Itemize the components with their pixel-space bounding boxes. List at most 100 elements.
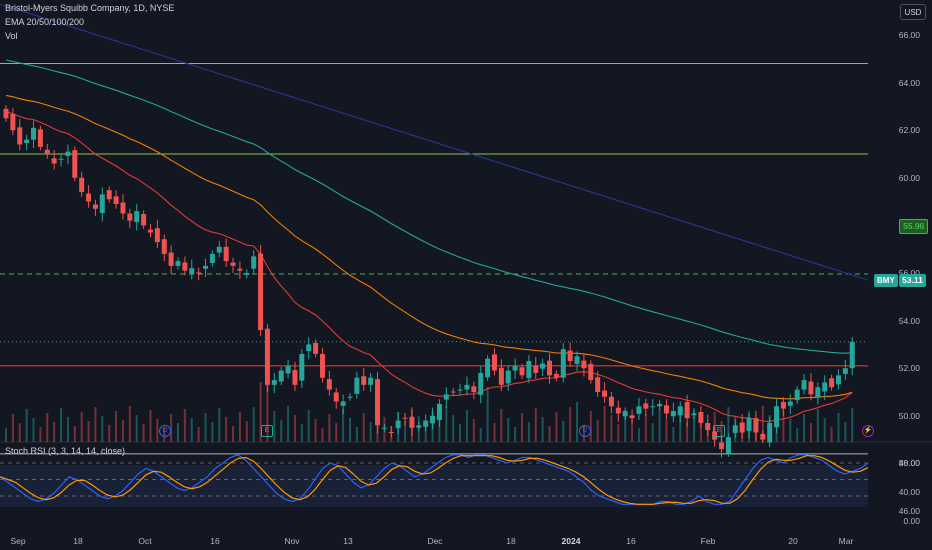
volume-bar [11, 414, 14, 442]
currency-button[interactable]: USD [900, 4, 926, 20]
volume-bar [204, 413, 207, 442]
volume-bar [218, 408, 221, 442]
volume-bar [672, 427, 675, 442]
volume-bar [287, 406, 290, 442]
candle-body [175, 261, 181, 266]
volume-bar [108, 425, 111, 442]
candle-body [485, 358, 491, 378]
candle-body [780, 401, 786, 409]
volume-bar [87, 421, 90, 442]
stoch-band-fill [0, 465, 868, 507]
candle-body [588, 363, 594, 381]
ema100-line [5, 59, 853, 354]
time-axis-label: 2024 [561, 536, 581, 546]
volume-bar [720, 421, 723, 442]
volume-bar [321, 428, 324, 442]
last-price-tag: 53.11 [899, 274, 926, 287]
candle-body [416, 425, 422, 428]
candle-body [189, 268, 195, 274]
candle-body [106, 190, 112, 200]
volume-bar [816, 409, 819, 442]
time-axis-label: 16 [626, 536, 636, 546]
candle-body [134, 211, 140, 223]
candle-body [815, 387, 821, 398]
candle-body [533, 365, 539, 373]
candle-body [615, 407, 621, 414]
candle-body [113, 196, 119, 204]
candle-body [450, 391, 456, 393]
volume-bar [300, 424, 303, 442]
volume-bar [796, 428, 799, 442]
ema-indicator-label[interactable]: EMA 20/50/100/200 [5, 17, 85, 27]
candle-body [196, 272, 202, 274]
candle-body [471, 386, 477, 392]
volume-bar [459, 424, 462, 442]
candle-body [842, 368, 848, 374]
candle-body [58, 158, 64, 160]
volume-bar [699, 417, 702, 442]
volume-bar [596, 420, 599, 442]
candle-body [822, 382, 828, 392]
price-axis-label: 64.00 [898, 77, 920, 88]
earnings-event-icon[interactable]: E [713, 425, 725, 437]
candle-body [540, 363, 546, 369]
price-axis-label: 60.00 [898, 172, 920, 183]
earnings-event-icon[interactable]: E [261, 425, 273, 437]
volume-bar [328, 414, 331, 442]
candle-body [602, 390, 608, 397]
volume-bar [238, 412, 241, 442]
volume-bar [452, 415, 455, 442]
time-axis-label: Oct [138, 536, 152, 546]
time-axis-label: Dec [427, 536, 443, 546]
candle-body [147, 229, 153, 233]
candle-body [808, 381, 814, 395]
time-axis-label: Feb [700, 536, 716, 546]
candle-body [629, 415, 635, 419]
volume-bar [548, 426, 551, 442]
candle-body [313, 342, 319, 354]
dividend-event-icon[interactable]: D [579, 425, 591, 437]
volume-bar [273, 411, 276, 442]
candle-body [595, 377, 601, 392]
candle-body [732, 425, 738, 433]
volume-bar [789, 419, 792, 442]
volume-bar [465, 410, 468, 442]
price-axis-label: 66.00 [898, 30, 920, 40]
volume-bar [128, 406, 131, 442]
dividend-event-icon[interactable]: D [159, 425, 171, 437]
volume-bar [342, 409, 345, 442]
volume-bar [589, 411, 592, 442]
volume-bar [803, 414, 806, 442]
stoch-rsi-label[interactable]: Stoch RSI (3, 3, 14, 14, close) [5, 446, 126, 456]
volume-bar [18, 423, 21, 442]
volume-bar [314, 419, 317, 442]
candle-body [498, 367, 504, 385]
candle-body [92, 204, 98, 209]
ema50-line [5, 94, 853, 400]
candle-body [430, 415, 436, 424]
candle-body [746, 418, 752, 432]
split-event-icon[interactable]: ⚡ [862, 425, 874, 437]
candle-body [519, 367, 525, 376]
candle-body [278, 370, 284, 382]
volume-bar [53, 422, 56, 442]
time-axis-label: 16 [210, 536, 220, 546]
volume-bar [266, 362, 269, 442]
candle-body [264, 328, 270, 385]
candle-body [698, 411, 704, 423]
volume-indicator-label[interactable]: Vol [5, 31, 18, 41]
candle-body [691, 413, 697, 416]
candle-body [79, 177, 85, 193]
volume-bar [658, 409, 661, 442]
chart-title[interactable]: Bristol-Myers Squibb Company, 1D, NYSE [5, 3, 175, 13]
candle-body [663, 405, 669, 414]
time-axis-label: 20 [788, 536, 798, 546]
candle-body [37, 129, 43, 147]
candle-body [326, 379, 332, 390]
candle-body [829, 378, 835, 388]
volume-bar [369, 422, 372, 442]
candle-body [622, 411, 628, 417]
volume-bar [438, 420, 441, 442]
candle-body [457, 389, 463, 391]
